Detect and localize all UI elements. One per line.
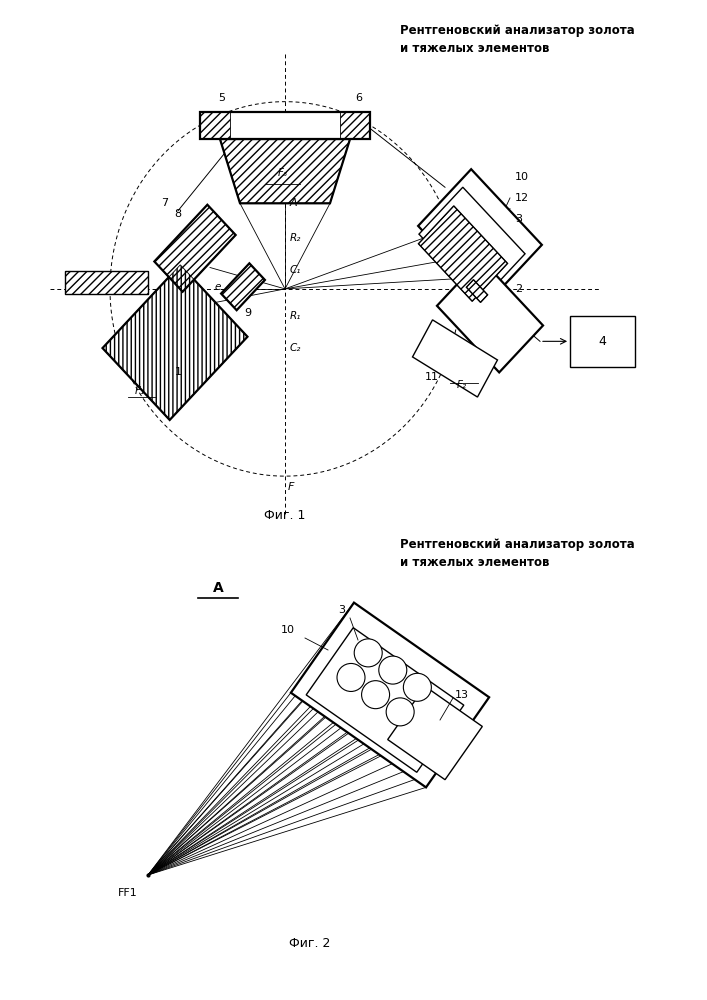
Polygon shape [387, 686, 482, 780]
Polygon shape [412, 320, 498, 397]
Text: F₂: F₂ [457, 380, 467, 390]
Text: Фиг. 1: Фиг. 1 [264, 509, 305, 522]
Text: C₁: C₁ [290, 265, 301, 275]
Text: 9: 9 [245, 308, 252, 318]
FancyBboxPatch shape [570, 316, 635, 367]
Text: 1: 1 [175, 367, 182, 377]
Text: e: e [215, 282, 221, 292]
Text: 3: 3 [515, 214, 522, 224]
Text: 7: 7 [161, 198, 168, 208]
Text: 5: 5 [218, 93, 226, 103]
Text: Рентгеновский анализатор золота
и тяжелых элементов: Рентгеновский анализатор золота и тяжелы… [400, 538, 635, 569]
Text: F₃: F₃ [278, 168, 288, 178]
Polygon shape [221, 263, 265, 310]
Text: R₂: R₂ [290, 233, 301, 243]
Text: 11: 11 [425, 372, 439, 382]
Text: Фиг. 2: Фиг. 2 [289, 937, 331, 950]
Polygon shape [103, 265, 247, 420]
Circle shape [354, 639, 382, 667]
Polygon shape [467, 280, 488, 302]
Text: F: F [288, 482, 294, 492]
Polygon shape [306, 628, 464, 772]
Text: 2: 2 [515, 284, 522, 294]
Circle shape [337, 663, 365, 691]
Text: 10: 10 [281, 625, 295, 635]
Text: 6: 6 [355, 93, 362, 103]
Text: 8: 8 [175, 209, 182, 219]
Text: 3: 3 [338, 605, 345, 615]
Circle shape [361, 681, 390, 709]
Polygon shape [418, 169, 542, 302]
Polygon shape [437, 259, 543, 372]
Text: Рентгеновский анализатор золота
и тяжелых элементов: Рентгеновский анализатор золота и тяжелы… [400, 24, 635, 55]
Text: FF1: FF1 [118, 888, 138, 898]
Polygon shape [419, 206, 508, 301]
Circle shape [404, 673, 431, 701]
Text: A: A [290, 198, 298, 208]
Text: 12: 12 [515, 193, 529, 203]
Polygon shape [200, 112, 370, 139]
Polygon shape [291, 603, 489, 787]
Circle shape [379, 656, 407, 684]
Text: 10: 10 [515, 172, 529, 182]
Polygon shape [154, 205, 235, 292]
Text: R₁: R₁ [290, 311, 301, 321]
Text: C₂: C₂ [290, 343, 301, 353]
Polygon shape [65, 271, 148, 294]
Text: 4: 4 [598, 335, 606, 348]
Text: F₁: F₁ [135, 386, 145, 396]
Polygon shape [419, 187, 525, 301]
Polygon shape [220, 139, 350, 203]
Circle shape [386, 698, 414, 726]
Text: 13: 13 [455, 690, 469, 700]
Text: А: А [213, 581, 223, 595]
